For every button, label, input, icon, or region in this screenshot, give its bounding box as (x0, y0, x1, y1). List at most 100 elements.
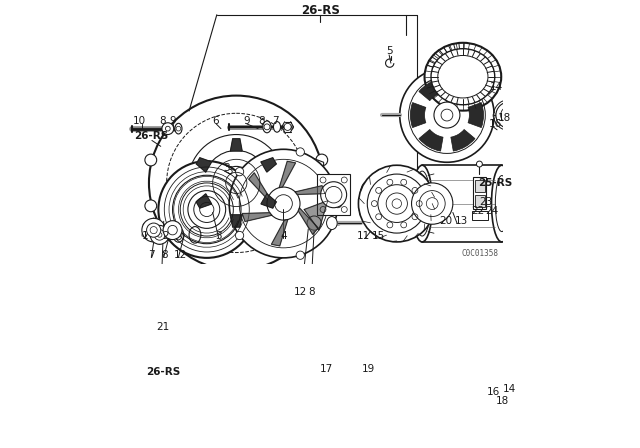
Polygon shape (298, 208, 318, 234)
Circle shape (284, 123, 291, 130)
Circle shape (147, 223, 161, 237)
Text: 8: 8 (159, 116, 166, 126)
Circle shape (150, 225, 169, 244)
Polygon shape (196, 158, 212, 172)
Ellipse shape (492, 165, 512, 242)
Text: 18: 18 (499, 113, 511, 123)
Polygon shape (279, 161, 296, 188)
Wedge shape (410, 103, 426, 128)
Text: 12: 12 (173, 250, 187, 260)
Bar (317, 174, 350, 215)
Text: 3: 3 (226, 166, 232, 176)
Circle shape (162, 123, 173, 134)
Polygon shape (230, 139, 242, 151)
Ellipse shape (189, 227, 201, 243)
Circle shape (321, 182, 347, 208)
Text: 8: 8 (258, 116, 265, 126)
Text: 26-RS: 26-RS (301, 4, 339, 17)
Ellipse shape (424, 43, 501, 111)
Circle shape (434, 102, 460, 128)
Wedge shape (451, 129, 475, 151)
Circle shape (142, 218, 166, 242)
Ellipse shape (361, 179, 383, 204)
Text: 9: 9 (169, 116, 175, 126)
Text: 15: 15 (372, 231, 385, 241)
Text: 18: 18 (496, 396, 509, 406)
Text: 7: 7 (148, 250, 154, 260)
Text: 13: 13 (454, 216, 468, 226)
Circle shape (229, 149, 338, 258)
Text: 16: 16 (486, 388, 500, 397)
Text: C0C01358: C0C01358 (461, 249, 499, 258)
Bar (476, 180, 484, 192)
Polygon shape (295, 185, 325, 194)
Text: 25-RS: 25-RS (478, 178, 513, 188)
Ellipse shape (263, 121, 271, 133)
Circle shape (476, 161, 483, 167)
Circle shape (264, 124, 270, 130)
Circle shape (307, 216, 321, 230)
Text: 1: 1 (142, 231, 148, 241)
Text: 2: 2 (162, 231, 168, 241)
Polygon shape (271, 220, 288, 246)
Ellipse shape (431, 49, 495, 105)
Text: 6: 6 (212, 116, 220, 126)
Polygon shape (261, 194, 276, 208)
Circle shape (316, 154, 328, 166)
Circle shape (163, 221, 182, 240)
Circle shape (412, 183, 453, 224)
Ellipse shape (412, 165, 433, 242)
Text: 3: 3 (215, 231, 221, 241)
Circle shape (333, 199, 342, 208)
Ellipse shape (273, 121, 280, 132)
Circle shape (358, 165, 435, 242)
Text: 14: 14 (490, 82, 503, 92)
Text: 16: 16 (489, 119, 502, 129)
Polygon shape (304, 201, 328, 230)
Circle shape (236, 168, 244, 176)
Text: 26-RS: 26-RS (134, 131, 168, 141)
Bar (472, 211, 488, 220)
Ellipse shape (175, 123, 182, 134)
Text: 9: 9 (243, 116, 250, 126)
Wedge shape (419, 129, 443, 151)
Text: 19: 19 (362, 364, 374, 374)
Text: 11: 11 (356, 231, 370, 241)
Text: 8: 8 (161, 250, 168, 260)
Polygon shape (261, 158, 276, 172)
Text: 5: 5 (386, 46, 393, 56)
Ellipse shape (173, 228, 184, 242)
Circle shape (296, 251, 305, 259)
Circle shape (296, 148, 305, 156)
Circle shape (316, 200, 328, 212)
Text: 3: 3 (223, 163, 229, 173)
Text: 26-RS: 26-RS (146, 367, 180, 377)
Circle shape (496, 102, 522, 128)
Text: 4: 4 (280, 231, 287, 241)
Text: 10: 10 (132, 116, 145, 126)
Circle shape (236, 231, 244, 240)
Text: 23: 23 (479, 197, 493, 207)
Text: 20: 20 (439, 216, 452, 226)
Circle shape (145, 154, 157, 166)
Circle shape (145, 200, 157, 212)
Polygon shape (196, 194, 212, 208)
Bar (474, 177, 486, 210)
Ellipse shape (326, 216, 337, 229)
Polygon shape (230, 215, 242, 227)
Text: 21: 21 (156, 323, 170, 332)
Circle shape (149, 95, 324, 270)
Wedge shape (419, 79, 443, 101)
Text: 12: 12 (294, 287, 307, 297)
Wedge shape (468, 103, 484, 128)
Text: 24: 24 (485, 206, 499, 216)
Text: 8: 8 (308, 287, 315, 297)
Polygon shape (249, 173, 269, 199)
Circle shape (158, 161, 255, 258)
Bar (476, 195, 484, 207)
Text: 14: 14 (503, 384, 516, 394)
Text: 7: 7 (272, 116, 278, 126)
Circle shape (400, 68, 494, 162)
Polygon shape (242, 213, 272, 221)
Text: 17: 17 (320, 364, 333, 374)
